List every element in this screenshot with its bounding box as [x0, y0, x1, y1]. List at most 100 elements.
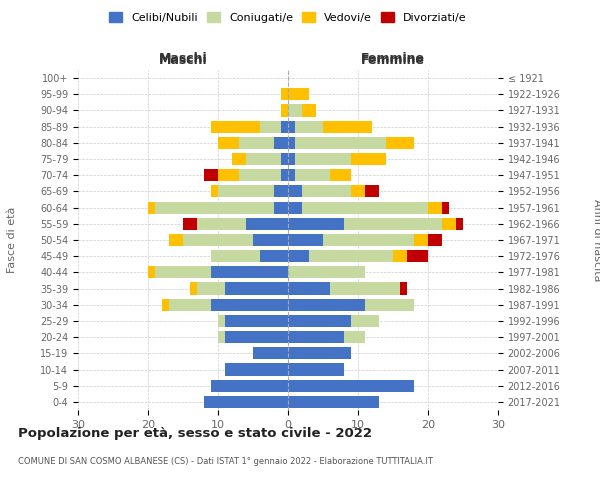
Bar [323, 234, 414, 246]
Bar [407, 250, 428, 262]
Bar [246, 153, 281, 165]
Bar [218, 315, 225, 327]
Bar [428, 234, 442, 246]
Legend: Celibi/Nubili, Coniugati/e, Vedovi/e, Divorziati/e: Celibi/Nubili, Coniugati/e, Vedovi/e, Di… [105, 8, 471, 27]
Bar [225, 282, 288, 294]
Bar [288, 218, 344, 230]
Bar [330, 169, 351, 181]
Text: COMUNE DI SAN COSMO ALBANESE (CS) - Dati ISTAT 1° gennaio 2022 - Elaborazione TU: COMUNE DI SAN COSMO ALBANESE (CS) - Dati… [18, 458, 433, 466]
Bar [211, 380, 288, 392]
Bar [288, 120, 295, 132]
Bar [253, 348, 288, 360]
Bar [281, 120, 288, 132]
Bar [288, 153, 295, 165]
Bar [330, 282, 400, 294]
Bar [302, 202, 428, 213]
Bar [288, 234, 323, 246]
Bar [288, 282, 330, 294]
Bar [365, 298, 414, 311]
Text: Maschi: Maschi [158, 54, 208, 67]
Bar [288, 88, 309, 101]
Bar [442, 218, 456, 230]
Bar [288, 380, 414, 392]
Bar [148, 266, 155, 278]
Bar [295, 153, 351, 165]
Bar [190, 282, 197, 294]
Bar [288, 348, 351, 360]
Bar [288, 137, 295, 149]
Bar [344, 218, 442, 230]
Bar [302, 104, 316, 117]
Bar [302, 186, 351, 198]
Bar [253, 234, 288, 246]
Bar [239, 137, 274, 149]
Bar [323, 120, 372, 132]
Bar [288, 169, 295, 181]
Bar [169, 234, 183, 246]
Text: Popolazione per età, sesso e stato civile - 2022: Popolazione per età, sesso e stato civil… [18, 428, 372, 440]
Bar [365, 186, 379, 198]
Text: Femmine: Femmine [361, 54, 425, 67]
Bar [295, 120, 323, 132]
Text: Anni di nascita: Anni di nascita [592, 198, 600, 281]
Bar [260, 250, 288, 262]
Bar [288, 202, 302, 213]
Bar [351, 315, 379, 327]
Bar [204, 169, 218, 181]
Bar [218, 137, 239, 149]
Bar [288, 250, 309, 262]
Bar [197, 218, 246, 230]
Bar [288, 364, 344, 376]
Bar [344, 331, 365, 343]
Bar [274, 186, 288, 198]
Bar [218, 331, 225, 343]
Bar [260, 120, 281, 132]
Bar [162, 298, 169, 311]
Bar [281, 104, 288, 117]
Bar [351, 153, 386, 165]
Bar [155, 202, 274, 213]
Bar [281, 153, 288, 165]
Bar [225, 364, 288, 376]
Bar [386, 137, 414, 149]
Bar [288, 298, 365, 311]
Bar [239, 169, 281, 181]
Bar [218, 186, 274, 198]
Bar [148, 202, 155, 213]
Bar [232, 153, 246, 165]
Bar [211, 298, 288, 311]
Bar [211, 250, 260, 262]
Bar [393, 250, 407, 262]
Bar [351, 186, 365, 198]
Bar [225, 315, 288, 327]
Bar [288, 315, 351, 327]
Bar [428, 202, 442, 213]
Bar [456, 218, 463, 230]
Bar [246, 218, 288, 230]
Bar [155, 266, 211, 278]
Bar [414, 234, 428, 246]
Bar [169, 298, 211, 311]
Bar [204, 396, 288, 408]
Bar [274, 137, 288, 149]
Bar [197, 282, 225, 294]
Bar [442, 202, 449, 213]
Bar [281, 88, 288, 101]
Bar [400, 282, 407, 294]
Bar [288, 266, 365, 278]
Bar [288, 331, 344, 343]
Bar [225, 331, 288, 343]
Bar [309, 250, 393, 262]
Text: Fasce di età: Fasce di età [7, 207, 17, 273]
Bar [295, 169, 330, 181]
Bar [183, 218, 197, 230]
Bar [274, 202, 288, 213]
Bar [281, 169, 288, 181]
Bar [288, 186, 302, 198]
Bar [211, 120, 260, 132]
Bar [295, 137, 386, 149]
Bar [183, 234, 253, 246]
Bar [288, 104, 302, 117]
Text: Maschi: Maschi [158, 52, 208, 65]
Bar [288, 396, 379, 408]
